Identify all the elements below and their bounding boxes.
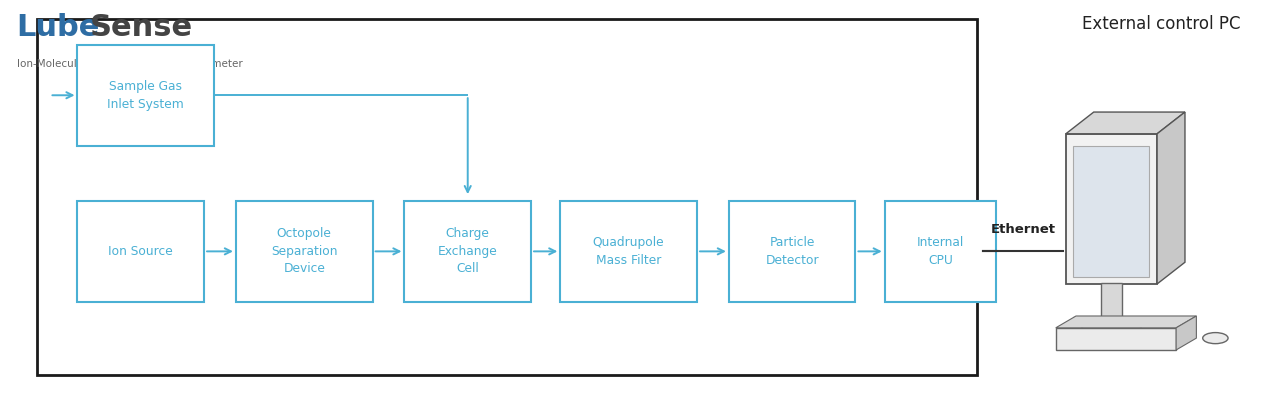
Bar xyxy=(1101,283,1121,318)
Bar xyxy=(236,201,372,302)
Text: Quadrupole
Mass Filter: Quadrupole Mass Filter xyxy=(593,236,664,267)
Bar xyxy=(560,201,697,302)
Polygon shape xyxy=(1055,316,1196,328)
Polygon shape xyxy=(1073,318,1149,330)
Text: Particle
Detector: Particle Detector xyxy=(766,236,819,267)
Polygon shape xyxy=(1176,316,1196,350)
Text: Ion-Molecule Reaction - Mass Spectrometer: Ion-Molecule Reaction - Mass Spectromete… xyxy=(17,59,243,69)
Text: Lube: Lube xyxy=(17,13,100,42)
Text: External control PC: External control PC xyxy=(1082,15,1240,33)
Ellipse shape xyxy=(1203,333,1228,343)
Bar xyxy=(1073,146,1149,277)
Bar xyxy=(1055,328,1176,350)
Bar xyxy=(404,201,531,302)
Bar xyxy=(729,201,856,302)
Text: Charge
Exchange
Cell: Charge Exchange Cell xyxy=(438,227,498,275)
Bar xyxy=(885,201,996,302)
Polygon shape xyxy=(1066,112,1185,134)
Text: Sense: Sense xyxy=(90,13,193,42)
Text: Internal
CPU: Internal CPU xyxy=(917,236,964,267)
Polygon shape xyxy=(1157,112,1185,284)
Bar xyxy=(77,45,215,146)
Text: Octopole
Separation
Device: Octopole Separation Device xyxy=(271,227,338,275)
Text: Sample Gas
Inlet System: Sample Gas Inlet System xyxy=(108,80,184,111)
Text: Ethernet: Ethernet xyxy=(991,222,1055,236)
Bar xyxy=(37,19,977,375)
Bar xyxy=(77,201,204,302)
Text: Ion Source: Ion Source xyxy=(108,245,173,258)
Bar xyxy=(1066,134,1157,284)
